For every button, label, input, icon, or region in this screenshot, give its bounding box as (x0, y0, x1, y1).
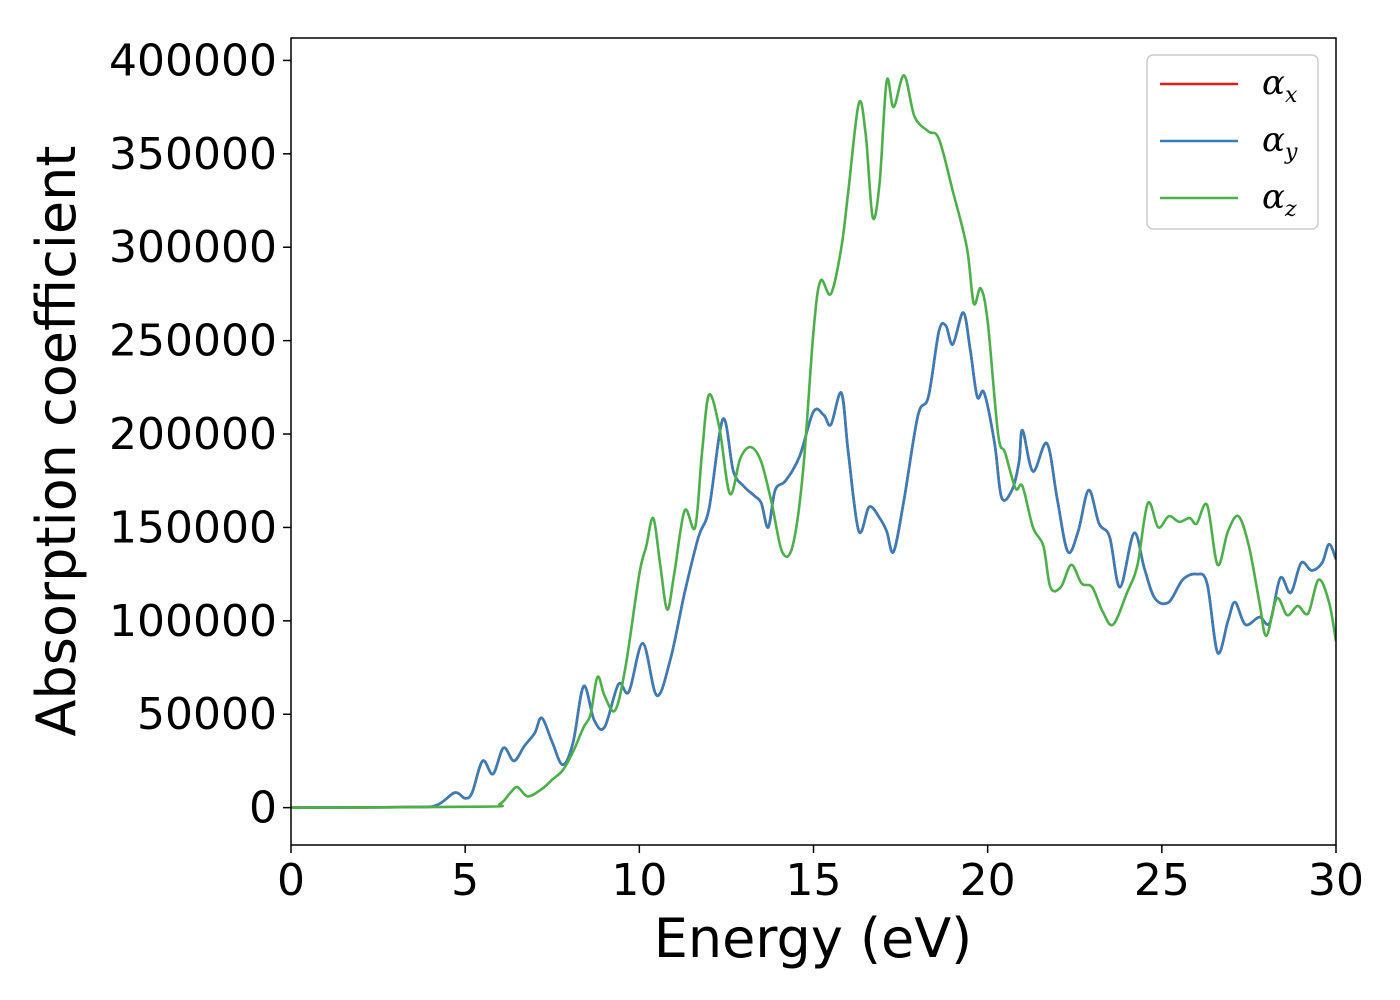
x-tick-label: 5 (451, 855, 479, 906)
legend-label-z: αz (1262, 177, 1297, 222)
y-tick-label: 150000 (109, 502, 277, 553)
series-line-x (291, 311, 1336, 809)
y-tick-label: 50000 (137, 689, 277, 740)
y-tick-label: 100000 (109, 596, 277, 647)
y-tick-label: 250000 (109, 316, 277, 367)
x-axis-label: Energy (eV) (654, 907, 973, 970)
x-tick-label: 30 (1308, 855, 1364, 906)
x-tick-label: 0 (277, 855, 305, 906)
y-tick-label: 350000 (109, 129, 277, 180)
y-tick-label: 300000 (109, 222, 277, 273)
x-axis: 0 5 10 15 20 25 30 (277, 845, 1364, 906)
x-tick-label: 10 (611, 855, 667, 906)
series-line-y (291, 311, 1336, 809)
y-tick-label: 0 (249, 783, 277, 834)
y-axis: 0 50000 100000 150000 200000 250000 300000 3500… (109, 35, 291, 834)
y-tick-label: 400000 (109, 35, 277, 86)
legend-label-y: αy (1262, 120, 1298, 165)
x-tick-label: 25 (1134, 855, 1190, 906)
x-tick-label: 15 (786, 855, 842, 906)
legend-label-x: αx (1262, 63, 1298, 108)
x-tick-label: 20 (960, 855, 1016, 906)
legend: αx αy αz (1146, 54, 1319, 230)
series-layer (291, 74, 1336, 809)
series-line-z (291, 74, 1336, 809)
y-tick-label: 200000 (109, 409, 277, 460)
y-axis-label: Absorption coefficient (25, 146, 88, 737)
